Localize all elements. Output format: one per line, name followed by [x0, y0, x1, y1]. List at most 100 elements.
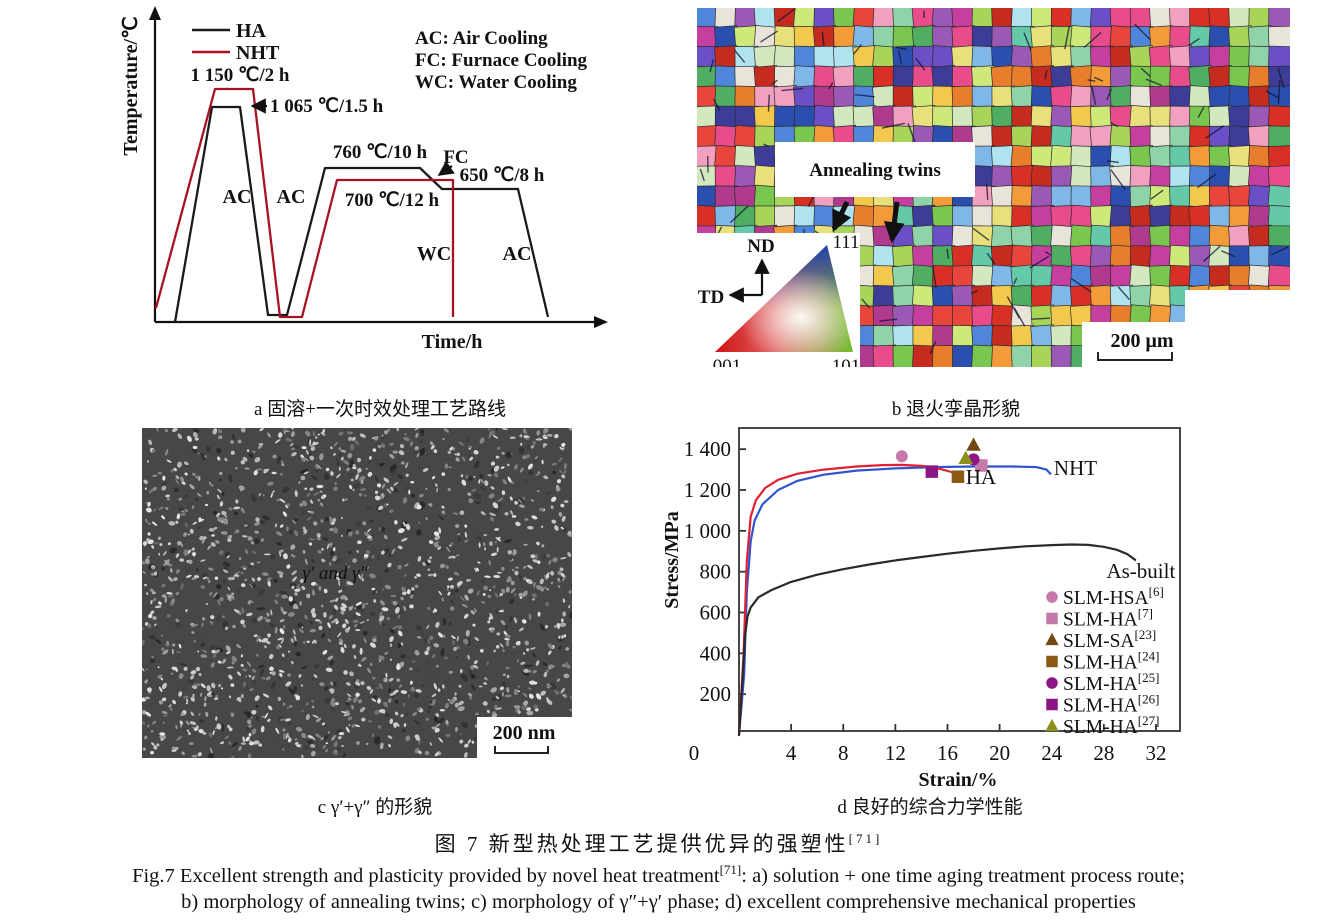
sem-speckle — [373, 599, 377, 603]
sem-speckle — [502, 673, 506, 676]
sem-speckle — [228, 507, 233, 511]
sem-dark-spot — [531, 652, 537, 658]
sem-speckle — [459, 510, 465, 516]
sem-speckle — [338, 466, 341, 471]
d-y-tick-label: 800 — [700, 560, 732, 584]
twin-boundary-line — [861, 298, 871, 309]
sem-dark-spot — [300, 469, 309, 474]
sem-speckle — [359, 433, 366, 438]
twin-boundary-line — [972, 227, 990, 241]
sem-speckle — [311, 612, 317, 618]
sem-speckle — [318, 625, 323, 631]
sem-speckle — [267, 633, 271, 637]
sem-speckle — [457, 706, 465, 712]
sem-speckle — [488, 493, 495, 499]
sem-speckle — [209, 481, 211, 485]
sem-speckle — [479, 437, 485, 444]
sem-speckle — [537, 611, 541, 617]
sem-speckle — [211, 534, 215, 537]
sem-speckle — [315, 619, 320, 622]
sem-dark-spot — [319, 527, 325, 533]
sem-speckle — [328, 561, 332, 566]
d-legend-marker — [1046, 612, 1058, 625]
sem-speckle — [435, 621, 440, 628]
sem-speckle — [287, 503, 290, 507]
sem-dark-spot — [294, 570, 300, 579]
sem-speckle — [300, 709, 305, 713]
sem-dark-spot — [374, 475, 379, 482]
sem-speckle — [467, 654, 471, 660]
sem-speckle — [492, 502, 499, 509]
twin-boundary-line — [929, 340, 937, 354]
sem-speckle — [352, 558, 357, 563]
sem-dark-spot — [270, 553, 276, 560]
sem-speckle — [178, 643, 182, 649]
sem-speckle — [190, 674, 195, 680]
sem-speckle — [208, 732, 213, 738]
sem-speckle — [458, 684, 462, 688]
d-legend-marker — [1046, 591, 1058, 603]
sem-speckle — [214, 576, 219, 580]
sem-dark-spot — [200, 452, 206, 461]
sem-speckle — [469, 696, 473, 700]
twin-boundary-line — [897, 50, 903, 65]
sem-speckle — [156, 428, 159, 432]
sem-speckle — [449, 544, 452, 547]
sem-speckle — [531, 598, 535, 601]
sem-speckle — [389, 718, 394, 725]
sem-speckle — [263, 616, 267, 620]
sem-dark-spot — [440, 648, 445, 657]
sem-speckle — [478, 542, 481, 548]
sem-dark-spot — [231, 433, 236, 441]
sem-dark-spot — [325, 517, 330, 522]
sem-speckle — [546, 684, 552, 688]
d-curve-nht — [737, 465, 1052, 737]
sem-dark-spot — [248, 461, 254, 467]
sem-dark-spot — [288, 529, 294, 535]
sem-speckle — [402, 497, 408, 504]
sem-speckle — [534, 553, 538, 561]
sem-speckle — [176, 540, 182, 546]
sem-speckle — [163, 551, 167, 556]
sem-dark-spot — [215, 584, 222, 589]
sem-speckle — [561, 474, 566, 479]
sem-speckle — [190, 696, 195, 702]
sem-dark-spot — [542, 662, 547, 666]
sem-dark-spot — [252, 679, 257, 686]
a-annotation-760: 760 ℃/10 h — [333, 142, 428, 163]
sem-speckle — [309, 487, 314, 491]
sem-speckle — [509, 560, 513, 562]
sem-dark-spot — [496, 428, 499, 432]
sem-speckle — [171, 428, 178, 433]
sem-speckle — [374, 495, 381, 501]
sem-speckle — [519, 467, 524, 473]
sem-speckle — [204, 455, 208, 458]
sem-speckle — [290, 447, 296, 451]
sem-speckle — [224, 457, 228, 462]
sem-speckle — [340, 610, 345, 615]
sem-speckle — [146, 538, 150, 542]
sem-speckle — [144, 735, 148, 740]
sem-dark-spot — [460, 673, 469, 682]
sem-speckle — [148, 489, 153, 494]
sem-speckle — [563, 634, 567, 638]
sem-speckle — [175, 520, 179, 524]
sem-speckle — [528, 613, 532, 621]
sem-speckle — [530, 499, 535, 502]
sem-speckle — [371, 733, 374, 738]
sem-dark-spot — [336, 457, 339, 462]
sem-dark-spot — [562, 527, 567, 533]
sem-speckle — [151, 567, 155, 570]
sem-speckle — [144, 696, 150, 700]
sem-dark-spot — [413, 692, 419, 699]
sem-dark-spot — [221, 565, 229, 573]
sem-speckle — [546, 588, 550, 591]
sem-speckle — [511, 515, 517, 518]
sem-dark-spot — [498, 502, 502, 507]
sem-speckle — [531, 593, 537, 598]
sem-speckle — [348, 605, 354, 611]
sem-speckle — [365, 467, 368, 470]
sem-speckle — [527, 525, 534, 530]
sem-speckle — [299, 601, 303, 606]
sem-speckle — [332, 518, 337, 523]
